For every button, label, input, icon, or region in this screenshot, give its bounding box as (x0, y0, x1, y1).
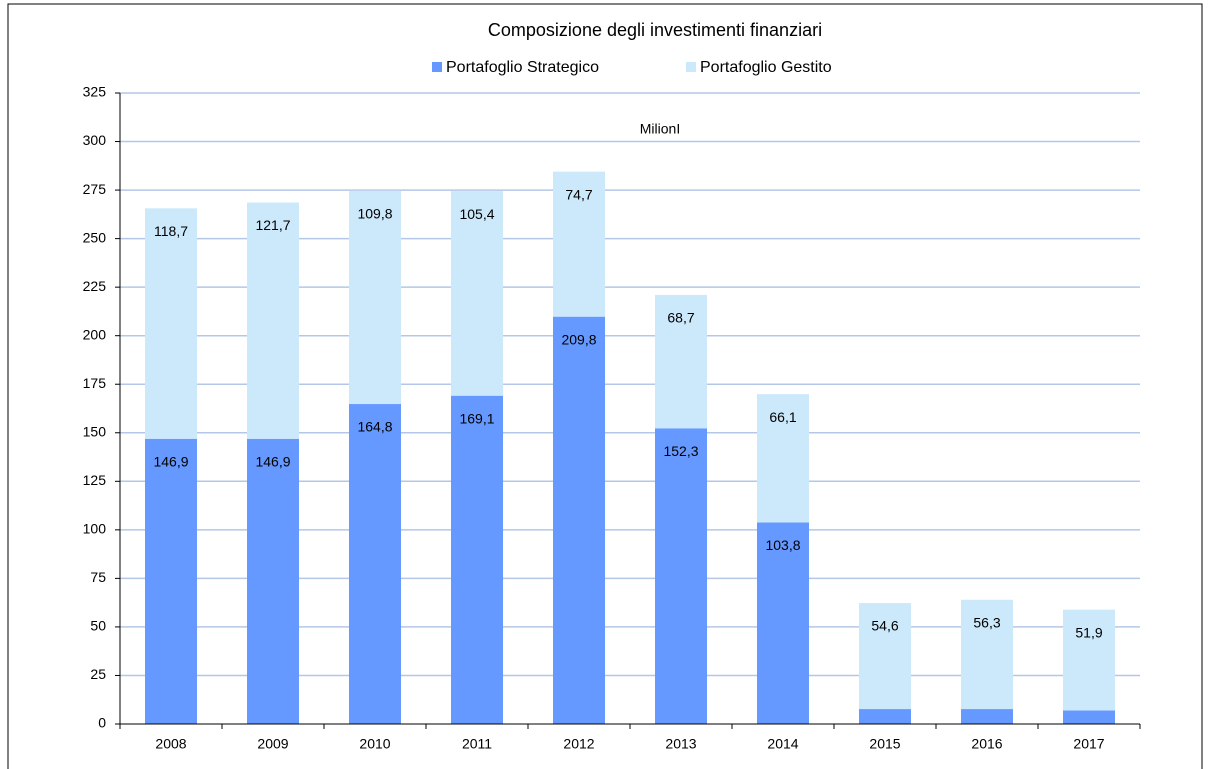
y-tick-label: 300 (83, 132, 107, 148)
value-label: 121,7 (255, 217, 290, 233)
bar-segment (655, 294, 707, 429)
y-tick-label: 325 (83, 84, 107, 100)
legend-label: Portafoglio Strategico (446, 59, 599, 76)
value-label: 146,9 (153, 453, 188, 469)
bar-segment (655, 428, 707, 724)
value-label: 68,7 (667, 310, 694, 326)
x-tick-label: 2012 (563, 736, 594, 752)
value-label: 209,8 (561, 331, 596, 347)
y-tick-label: 75 (90, 569, 106, 585)
x-tick-label: 2011 (462, 736, 492, 752)
x-tick-label: 2015 (869, 736, 900, 752)
y-tick-label: 25 (90, 666, 106, 682)
bar-segment (859, 603, 911, 710)
bar-segment (553, 171, 605, 317)
y-tick-label: 225 (83, 278, 107, 294)
bar-segment (961, 599, 1013, 710)
value-label: 109,8 (357, 206, 392, 222)
value-label: 152,3 (663, 443, 698, 459)
bar-segment (1063, 609, 1115, 711)
y-tick-label: 175 (83, 375, 107, 391)
x-tick-label: 2014 (767, 736, 798, 752)
value-label: 103,8 (765, 537, 800, 553)
y-tick-label: 200 (83, 326, 107, 342)
bar-segment (553, 316, 605, 724)
annotation: MilionI (640, 121, 680, 137)
value-label: 118,7 (154, 223, 188, 239)
bar-segment (757, 522, 809, 724)
x-tick-label: 2010 (359, 736, 390, 752)
value-label: 146,9 (255, 453, 290, 469)
value-label: 66,1 (769, 409, 796, 425)
value-label: 169,1 (459, 410, 494, 426)
value-label: 51,9 (1075, 624, 1102, 640)
bar-segment (1063, 710, 1115, 724)
bar-segment (145, 208, 197, 439)
value-label: 54,6 (871, 618, 898, 634)
value-label: 56,3 (973, 614, 1000, 630)
bar-segment (859, 709, 911, 724)
value-label: 105,4 (459, 206, 494, 222)
y-tick-label: 50 (90, 618, 106, 634)
x-tick-label: 2008 (155, 736, 186, 752)
y-tick-label: 0 (98, 715, 106, 731)
bar-segment (349, 404, 401, 724)
bar-segment (451, 395, 503, 724)
bar-segment (247, 202, 299, 439)
chart-title: Composizione degli investimenti finanzia… (488, 20, 822, 40)
legend-swatch (686, 62, 696, 72)
bar-segment (349, 190, 401, 405)
bar-segment (451, 191, 503, 396)
legend-label: Portafoglio Gestito (700, 59, 832, 76)
x-tick-label: 2017 (1073, 736, 1104, 752)
x-tick-label: 2009 (257, 736, 288, 752)
value-label: 164,8 (357, 419, 392, 435)
bar-segment (145, 438, 197, 724)
bar-segment (247, 438, 299, 724)
bar-segment (757, 394, 809, 523)
y-tick-label: 250 (83, 229, 107, 245)
x-tick-label: 2013 (665, 736, 696, 752)
legend-swatch (432, 62, 442, 72)
y-tick-label: 100 (83, 521, 107, 537)
y-tick-label: 150 (83, 423, 107, 439)
value-label: 74,7 (565, 186, 592, 202)
y-tick-label: 125 (83, 472, 107, 488)
bar-segment (961, 709, 1013, 724)
x-tick-label: 2016 (971, 736, 1002, 752)
y-tick-label: 275 (83, 181, 107, 197)
